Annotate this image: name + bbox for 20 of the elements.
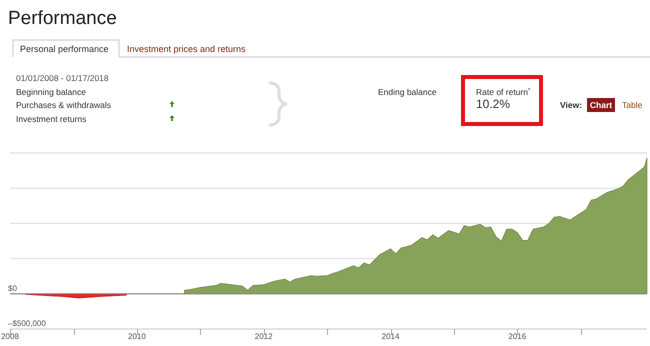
x-tick-label: 2008	[1, 332, 20, 341]
x-tick-label: 2016	[508, 332, 527, 341]
text: Beginning balance	[16, 87, 86, 97]
text: Rate of return$^{*}$	[476, 87, 531, 97]
text: Chart	[590, 100, 612, 110]
text: 01/01/2008 - 01/17/2018	[16, 73, 109, 83]
x-tick-label: 2014	[382, 332, 400, 341]
chart-title: Performance	[8, 8, 117, 29]
y-tick-label: –$500,000	[8, 319, 46, 328]
text: Ending balance	[378, 87, 437, 97]
text: Personal performance	[20, 44, 109, 54]
x-tick-label: 2012	[254, 332, 274, 341]
y-tick-label: $0	[8, 284, 18, 293]
text: Investment returns	[16, 114, 86, 124]
text: Purchases & withdrawals	[16, 100, 111, 110]
text: 10.2%	[476, 97, 510, 111]
text: View:	[560, 100, 582, 110]
text: Table	[622, 100, 643, 110]
x-tick-label: 2010	[128, 332, 146, 341]
text: Investment prices and returns	[127, 44, 246, 54]
